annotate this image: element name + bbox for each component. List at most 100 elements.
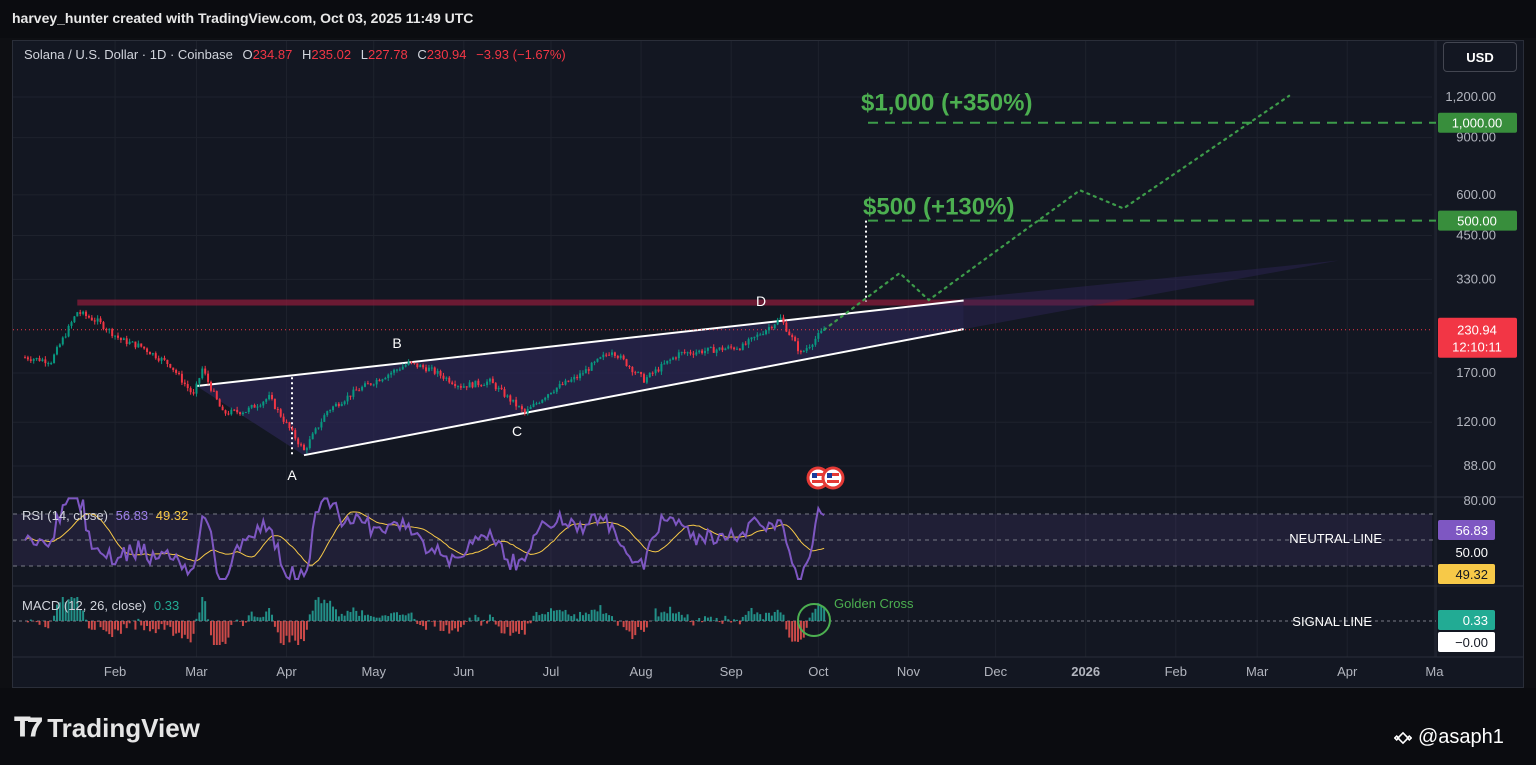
macd-histogram-bar bbox=[767, 612, 770, 621]
macd-histogram-bar bbox=[401, 614, 404, 621]
candle-body bbox=[250, 405, 253, 408]
candle-body bbox=[317, 427, 320, 429]
rsi-axis-80: 80.00 bbox=[1463, 493, 1496, 508]
drawings: $1,000 (+350%) $500 (+130%) A B C D bbox=[13, 90, 1436, 490]
candle-body bbox=[346, 395, 349, 402]
candle-body bbox=[38, 357, 41, 362]
candle-body bbox=[154, 353, 157, 359]
currency-button[interactable]: USD bbox=[1443, 42, 1517, 72]
macd-histogram-bar bbox=[53, 615, 56, 621]
rsi-value-tag-text: 56.83 bbox=[1455, 523, 1488, 538]
macd-histogram-bar bbox=[422, 621, 425, 627]
candle-body bbox=[247, 407, 250, 412]
macd-histogram-bar bbox=[337, 616, 340, 621]
candle-body bbox=[41, 359, 44, 362]
macd-histogram-bar bbox=[538, 615, 541, 621]
candle-body bbox=[439, 371, 442, 376]
wedge-extension bbox=[963, 260, 1339, 330]
macd-histogram-bar bbox=[361, 610, 364, 621]
candle-body bbox=[323, 415, 326, 422]
candle-body bbox=[32, 359, 35, 361]
golden-cross-marker bbox=[797, 603, 831, 637]
macd-histogram-bar bbox=[695, 620, 698, 621]
macd-histogram-bar bbox=[724, 615, 727, 621]
macd-histogram-bar bbox=[735, 619, 738, 621]
candle-body bbox=[332, 406, 335, 411]
close-value: 230.94 bbox=[426, 47, 467, 62]
tradingview-mark-icon: 𝐓𝟕 bbox=[14, 712, 42, 742]
candle-body bbox=[704, 350, 707, 354]
candle-body bbox=[619, 355, 622, 358]
candle-body bbox=[523, 409, 526, 413]
macd-histogram-bar bbox=[680, 614, 683, 621]
rsi-ma-tag-text: 49.32 bbox=[1455, 567, 1488, 582]
macd-histogram-bar bbox=[642, 621, 645, 632]
candle-body bbox=[241, 412, 244, 415]
macd-histogram-bar bbox=[326, 603, 329, 621]
macd-histogram-bar bbox=[416, 621, 419, 624]
candle-body bbox=[820, 330, 823, 333]
macd-histogram-bar bbox=[375, 617, 378, 621]
macd-histogram-bar bbox=[227, 621, 230, 638]
macd-histogram-bar bbox=[317, 597, 320, 621]
macd-histogram-bar bbox=[82, 610, 85, 621]
macd-histogram-bar bbox=[224, 621, 227, 644]
macd-histogram-bar bbox=[532, 615, 535, 621]
candle-body bbox=[35, 357, 38, 360]
macd-histogram-bar bbox=[79, 609, 82, 621]
candle-body bbox=[143, 346, 146, 349]
candle-body bbox=[762, 334, 765, 336]
rsi-value-tag bbox=[1438, 520, 1495, 540]
candle-body bbox=[381, 379, 384, 382]
candle-body bbox=[599, 357, 602, 359]
macd-histogram-bar bbox=[64, 602, 67, 621]
candle-body bbox=[663, 363, 666, 365]
candle-body bbox=[320, 421, 323, 428]
macd-histogram-bar bbox=[590, 609, 593, 621]
time-tick-label: Ma bbox=[1425, 664, 1444, 679]
candle-body bbox=[372, 384, 375, 386]
macd-histogram-bar bbox=[593, 609, 596, 621]
macd-histogram-bar bbox=[683, 617, 686, 621]
candle-body bbox=[765, 330, 768, 335]
candle-body bbox=[102, 322, 105, 330]
macd-histogram-bar bbox=[96, 621, 99, 622]
macd-histogram-bar bbox=[230, 621, 233, 625]
time-tick-label: Apr bbox=[1337, 664, 1358, 679]
macd-histogram-bar bbox=[364, 615, 367, 621]
macd-histogram-bar bbox=[291, 621, 294, 636]
candle-body bbox=[268, 394, 271, 400]
candle-body bbox=[105, 329, 108, 331]
macd-histogram-bar bbox=[58, 602, 61, 621]
candle-body bbox=[404, 364, 407, 367]
macd-histogram-bar bbox=[817, 603, 820, 621]
macd-histogram-bar bbox=[44, 621, 47, 628]
macd-histogram-bar bbox=[355, 610, 358, 621]
candle-body bbox=[564, 380, 567, 385]
tradingview-logo[interactable]: 𝐓𝟕 TradingView bbox=[14, 712, 200, 744]
macd-histogram-bar bbox=[157, 621, 160, 630]
candle-body bbox=[657, 369, 660, 372]
candle-body bbox=[358, 390, 361, 392]
candle-body bbox=[282, 416, 285, 422]
macd-histogram-bar bbox=[491, 617, 494, 621]
time-tick-label: Mar bbox=[1246, 664, 1269, 679]
candle-body bbox=[314, 428, 317, 434]
candle-body bbox=[148, 351, 151, 355]
macd-histogram-bar bbox=[201, 597, 204, 621]
candle-body bbox=[259, 405, 262, 407]
flag-stripe bbox=[827, 473, 839, 476]
macd-histogram-bar bbox=[55, 604, 58, 621]
macd-histogram-bar bbox=[564, 609, 567, 621]
candle-body bbox=[297, 438, 300, 445]
macd-histogram-bar bbox=[762, 619, 765, 621]
target-500-tag bbox=[1438, 210, 1517, 231]
candle-body bbox=[273, 399, 276, 409]
macd-histogram-bar bbox=[314, 599, 317, 621]
macd-histogram-bar bbox=[413, 618, 416, 621]
macd-histogram-bar bbox=[236, 619, 239, 621]
candle-body bbox=[547, 394, 550, 398]
candle-body bbox=[747, 339, 750, 345]
watermark-handle: @asaph1 bbox=[1418, 726, 1504, 748]
